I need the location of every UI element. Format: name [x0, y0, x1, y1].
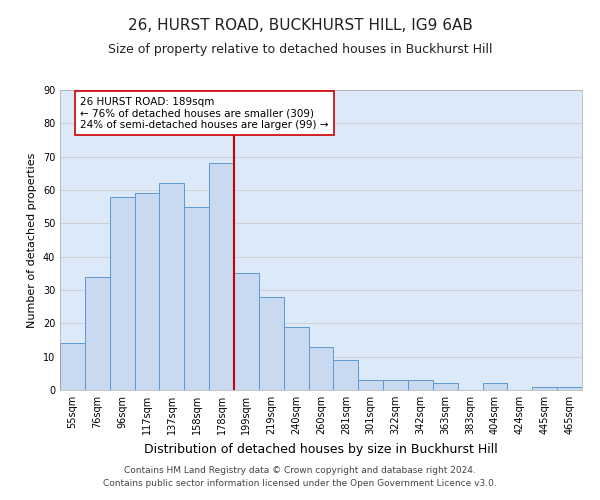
Bar	[433, 384, 458, 390]
X-axis label: Distribution of detached houses by size in Buckhurst Hill: Distribution of detached houses by size …	[144, 442, 498, 456]
Bar	[209, 164, 234, 390]
Bar	[383, 380, 408, 390]
Bar	[308, 346, 334, 390]
Text: Size of property relative to detached houses in Buckhurst Hill: Size of property relative to detached ho…	[108, 42, 492, 56]
Bar	[482, 384, 508, 390]
Bar	[110, 196, 134, 390]
Bar	[234, 274, 259, 390]
Bar	[60, 344, 85, 390]
Bar	[557, 386, 582, 390]
Text: Contains HM Land Registry data © Crown copyright and database right 2024.
Contai: Contains HM Land Registry data © Crown c…	[103, 466, 497, 487]
Text: 26, HURST ROAD, BUCKHURST HILL, IG9 6AB: 26, HURST ROAD, BUCKHURST HILL, IG9 6AB	[128, 18, 472, 32]
Bar	[408, 380, 433, 390]
Bar	[184, 206, 209, 390]
Bar	[284, 326, 308, 390]
Bar	[334, 360, 358, 390]
Y-axis label: Number of detached properties: Number of detached properties	[27, 152, 37, 328]
Bar	[85, 276, 110, 390]
Bar	[532, 386, 557, 390]
Bar	[134, 194, 160, 390]
Bar	[259, 296, 284, 390]
Text: 26 HURST ROAD: 189sqm
← 76% of detached houses are smaller (309)
24% of semi-det: 26 HURST ROAD: 189sqm ← 76% of detached …	[80, 96, 328, 130]
Bar	[358, 380, 383, 390]
Bar	[160, 184, 184, 390]
